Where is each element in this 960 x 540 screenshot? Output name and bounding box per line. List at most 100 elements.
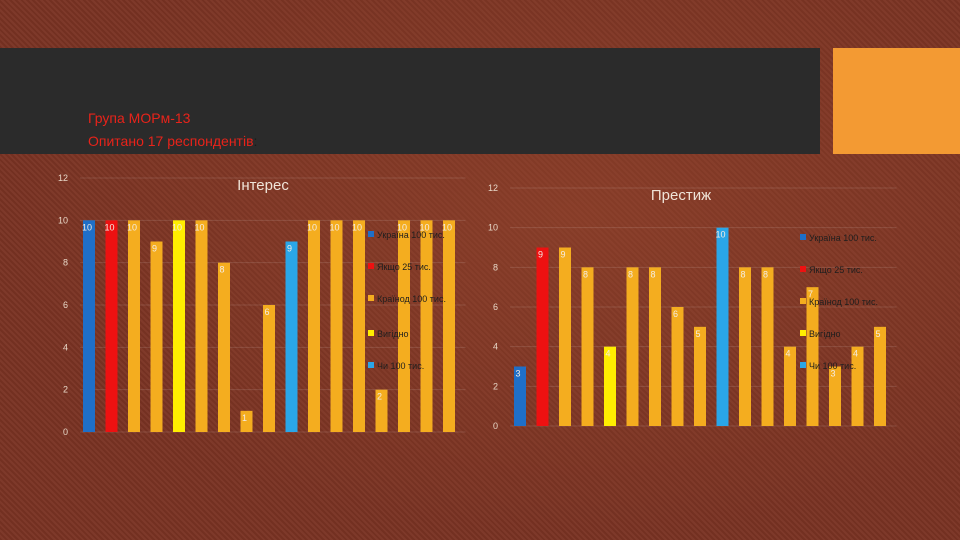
bar bbox=[829, 366, 841, 426]
legend-label: Вигідно bbox=[809, 329, 841, 339]
bar bbox=[694, 326, 706, 426]
bar bbox=[874, 326, 886, 426]
data-label: 8 bbox=[650, 269, 655, 279]
legend-swatch bbox=[800, 362, 806, 368]
data-label: 10 bbox=[307, 222, 317, 232]
data-label: 5 bbox=[875, 329, 880, 339]
data-label: 5 bbox=[695, 329, 700, 339]
y-tick-label: 10 bbox=[58, 215, 68, 225]
bar bbox=[739, 267, 751, 426]
y-tick-label: 6 bbox=[63, 300, 68, 310]
legend-swatch bbox=[800, 330, 806, 336]
legend-swatch bbox=[368, 295, 374, 301]
y-tick-label: 4 bbox=[63, 342, 68, 352]
y-tick-label: 0 bbox=[493, 421, 498, 431]
data-label: 10 bbox=[715, 230, 725, 240]
legend-label: Вигідно bbox=[377, 329, 409, 339]
title-banner bbox=[0, 48, 820, 154]
bar bbox=[150, 241, 163, 432]
respondents-text: Опитано 17 респондентів bbox=[88, 133, 254, 149]
bar bbox=[581, 267, 594, 426]
legend-label: Чи 100 тис. bbox=[377, 361, 424, 371]
data-label: 9 bbox=[287, 244, 292, 254]
bar bbox=[375, 389, 388, 432]
bar bbox=[806, 287, 819, 426]
bar bbox=[443, 220, 455, 432]
y-tick-label: 6 bbox=[493, 302, 498, 312]
bar bbox=[784, 346, 796, 426]
data-label: 10 bbox=[419, 222, 429, 232]
y-tick-label: 8 bbox=[63, 258, 68, 268]
respondents-count: Опитано 17 респондентів: bbox=[88, 133, 257, 149]
legend-swatch bbox=[368, 330, 374, 336]
bar bbox=[398, 220, 410, 432]
legend-swatch bbox=[368, 362, 374, 368]
bar bbox=[128, 220, 140, 432]
bar bbox=[173, 220, 185, 432]
data-label: 3 bbox=[830, 369, 835, 379]
data-label: 6 bbox=[673, 309, 678, 319]
chart-interest-title: Інтерес bbox=[237, 177, 289, 194]
y-tick-label: 0 bbox=[63, 427, 68, 437]
y-tick-label: 10 bbox=[488, 223, 498, 233]
data-label: 2 bbox=[377, 392, 382, 402]
legend-label: Країнод 100 тис. bbox=[377, 294, 446, 304]
data-label: 3 bbox=[515, 369, 520, 379]
bar bbox=[514, 366, 526, 426]
data-label: 10 bbox=[397, 222, 407, 232]
data-label: 4 bbox=[853, 349, 858, 359]
legend-label: Україна 100 тис. bbox=[377, 230, 445, 240]
data-label: 10 bbox=[352, 222, 362, 232]
chart-interest: Інтерес 0 2 4 6 8 10 12 10 10 10 9 10 10 8 1 6 9 10 10 10 2 1… bbox=[58, 173, 466, 437]
legend-swatch bbox=[800, 234, 806, 240]
bar bbox=[308, 220, 320, 432]
legend-swatch bbox=[800, 298, 806, 304]
y-tick-label: 12 bbox=[488, 183, 498, 193]
bar bbox=[285, 241, 298, 432]
bar bbox=[559, 247, 571, 426]
data-label: 10 bbox=[82, 222, 92, 232]
bar bbox=[240, 410, 253, 432]
y-tick-label: 2 bbox=[63, 385, 68, 395]
data-label: 8 bbox=[628, 269, 633, 279]
bar bbox=[604, 346, 616, 426]
bar bbox=[671, 307, 684, 426]
data-label: 4 bbox=[605, 349, 610, 359]
bar bbox=[536, 247, 549, 426]
y-tick-label: 8 bbox=[493, 262, 498, 272]
data-label: 10 bbox=[104, 222, 114, 232]
bar bbox=[626, 267, 639, 426]
data-label: 9 bbox=[560, 250, 565, 260]
bar bbox=[420, 220, 433, 432]
y-tick-label: 4 bbox=[493, 342, 498, 352]
data-label: 10 bbox=[442, 222, 452, 232]
respondents-colon: : bbox=[253, 133, 258, 149]
bar bbox=[649, 267, 661, 426]
y-tick-label: 2 bbox=[493, 381, 498, 391]
data-label: 10 bbox=[329, 222, 339, 232]
group-title: Група МОРм-13 bbox=[88, 110, 191, 126]
bar bbox=[195, 220, 208, 432]
bar bbox=[83, 220, 95, 432]
legend-label: Країнод 100 тис. bbox=[809, 297, 878, 307]
legend-label: Чи 100 тис. bbox=[809, 361, 856, 371]
legend-label: Якщо 25 тис. bbox=[377, 262, 431, 272]
legend-label: Україна 100 тис. bbox=[809, 233, 877, 243]
y-tick-label: 12 bbox=[58, 173, 68, 183]
legend-label: Якщо 25 тис. bbox=[809, 265, 863, 275]
accent-block bbox=[833, 48, 960, 154]
data-label: 9 bbox=[538, 250, 543, 260]
chart-prestige: Престиж 0 2 4 6 8 10 12 3 9 9 8 4 8 8 6 5 10 8 8 4 7 3 4 5 Украї… bbox=[488, 183, 897, 431]
data-label: 8 bbox=[763, 269, 768, 279]
bar bbox=[263, 305, 275, 432]
data-label: 4 bbox=[785, 349, 790, 359]
data-label: 9 bbox=[152, 244, 157, 254]
data-label: 10 bbox=[194, 222, 204, 232]
data-label: 8 bbox=[583, 269, 588, 279]
bar bbox=[716, 227, 729, 426]
data-label: 1 bbox=[242, 413, 247, 423]
data-label: 8 bbox=[219, 265, 224, 275]
bar bbox=[330, 220, 343, 432]
bar bbox=[105, 220, 118, 432]
